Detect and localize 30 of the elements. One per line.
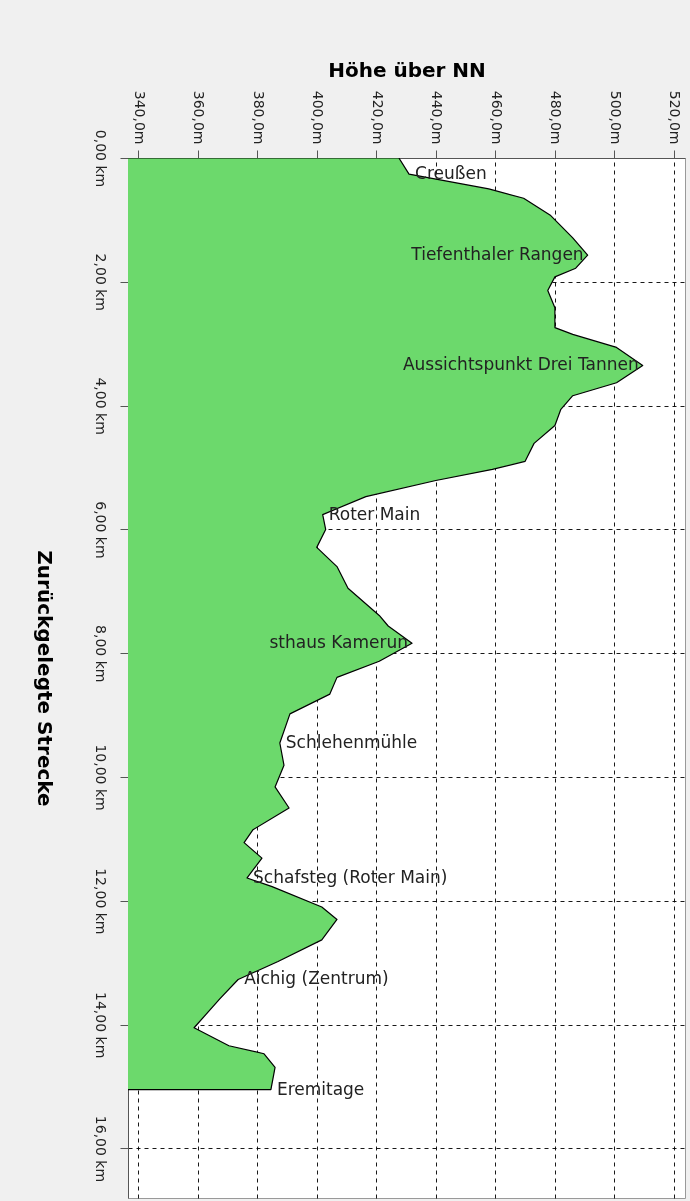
x-axis-title: Höhe über NN <box>328 57 486 82</box>
y-tick-label: 14,00 km <box>92 992 109 1059</box>
annotation: Eremitage <box>276 1078 365 1099</box>
x-tick-label: 460,0m <box>488 90 505 145</box>
x-tick-label: 380,0m <box>250 90 267 145</box>
y-tick-label: 6,00 km <box>92 501 109 559</box>
x-tick-label: 420,0m <box>369 90 386 145</box>
annotation: Schlehenmühle <box>285 732 418 752</box>
y-tick-label: 16,00 km <box>92 1115 109 1183</box>
y-tick-label: 12,00 km <box>92 868 109 935</box>
annotation: Aichig (Zentrum) <box>244 968 389 989</box>
x-tick-label: 360,0m <box>191 90 208 145</box>
annotation: Aussichtspunkt Drei Tannen <box>402 354 639 375</box>
y-tick-label: 8,00 km <box>92 625 109 683</box>
y-tick-label: 10,00 km <box>92 744 109 811</box>
y-tick-label: 0,00 km <box>92 129 109 188</box>
annotation: Roter Main <box>328 503 421 524</box>
annotation: sthaus Kamerun <box>269 632 409 653</box>
x-tick-label: 340,0m <box>131 90 148 145</box>
annotation: Creußen <box>415 163 487 184</box>
y-axis-title: Zurückgelegte Strecke <box>32 550 57 807</box>
y-tick-label: 2,00 km <box>92 253 109 311</box>
x-tick-label: 440,0m <box>429 90 446 145</box>
x-tick-label: 500,0m <box>607 90 624 145</box>
y-tick-label: 4,00 km <box>92 377 109 435</box>
x-tick-label: 400,0m <box>310 90 327 145</box>
x-tick-label: 520,0m <box>667 90 684 145</box>
annotation: Schafsteg (Roter Main) <box>253 866 448 887</box>
x-tick-label: 480,0m <box>548 90 565 145</box>
annotation: Tiefenthaler Rangen <box>410 244 584 265</box>
